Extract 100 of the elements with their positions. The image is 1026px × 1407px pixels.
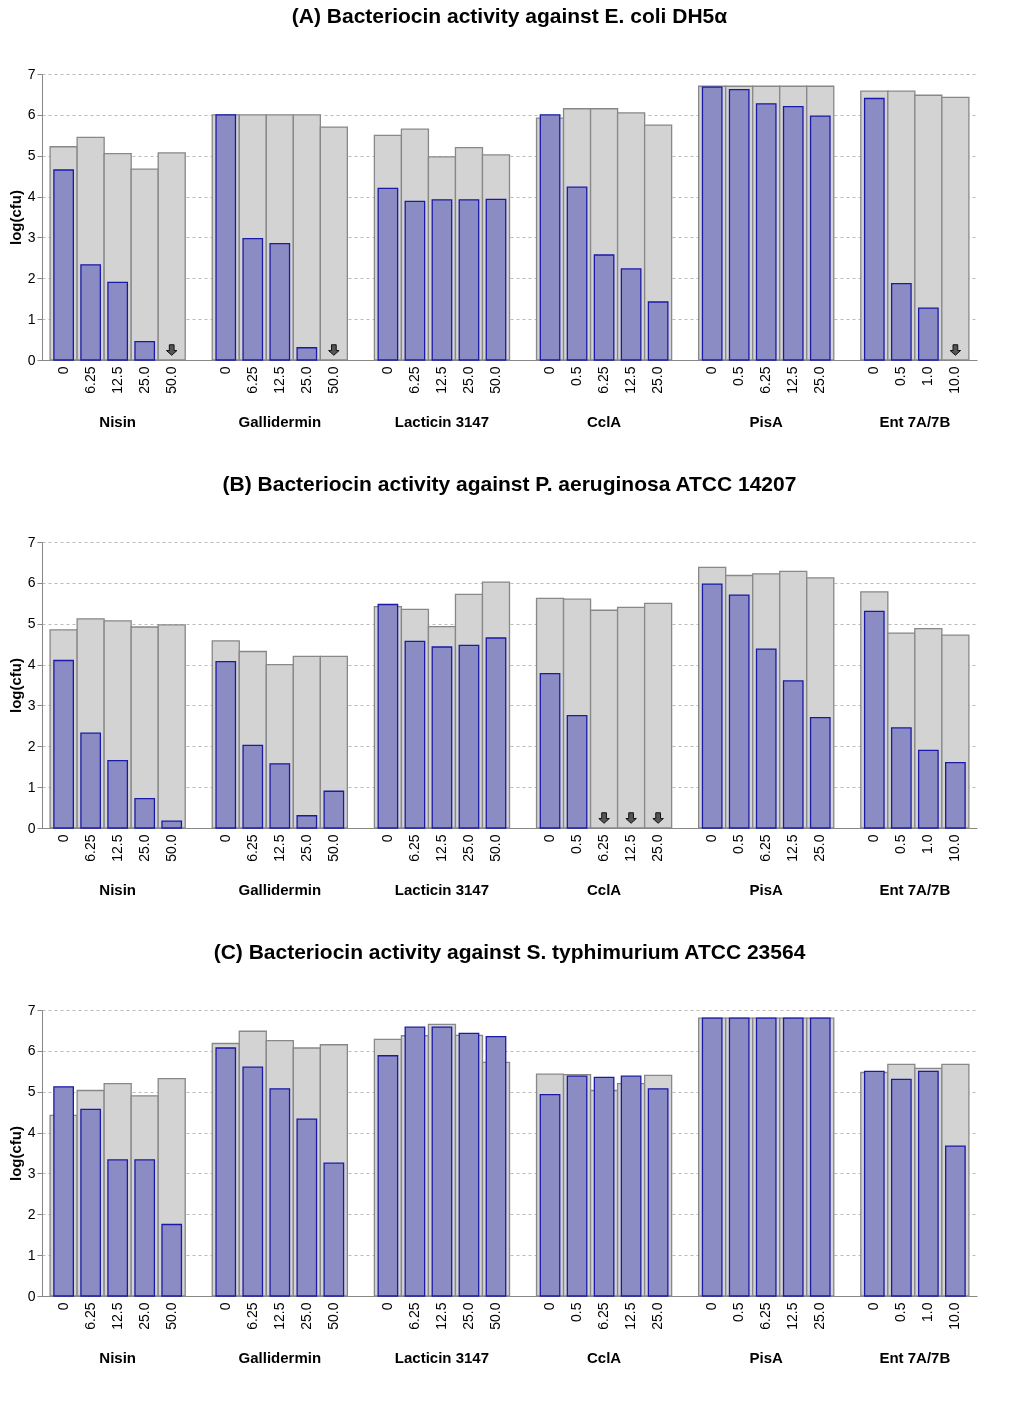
bar bbox=[755, 648, 777, 829]
bar bbox=[782, 106, 804, 361]
x-tick-label: 12.5 bbox=[622, 366, 639, 394]
x-tick-label: 0 bbox=[541, 366, 558, 375]
y-axis-title: log(cfu) bbox=[6, 1126, 24, 1181]
text: PisA bbox=[749, 1349, 784, 1366]
x-tick-label: 25.0 bbox=[135, 1302, 152, 1330]
bar bbox=[107, 759, 129, 829]
chart-title: (C) Bacteriocin activity against S. typhimurium ATCC 23564 bbox=[213, 940, 806, 963]
bar bbox=[242, 744, 264, 829]
x-tick-label: 6.25 bbox=[757, 1302, 774, 1330]
x-tick-label: 25.0 bbox=[459, 366, 476, 394]
bar bbox=[485, 198, 507, 361]
x-tick-label: 0.5 bbox=[730, 834, 747, 854]
x-tick-label: 6.25 bbox=[81, 1302, 98, 1330]
bar bbox=[431, 199, 453, 361]
x-tick-label: 0 bbox=[541, 834, 558, 843]
bar bbox=[80, 732, 102, 829]
bar bbox=[296, 815, 318, 829]
y-tick-label: 6 bbox=[27, 574, 36, 591]
text: CclA bbox=[586, 881, 622, 898]
bar bbox=[377, 1055, 399, 1297]
x-tick-label: 50.0 bbox=[324, 366, 341, 394]
bar bbox=[945, 1145, 966, 1297]
y-tick-label: 2 bbox=[27, 269, 36, 286]
text: Lacticin 3147 bbox=[394, 413, 490, 430]
bar bbox=[53, 169, 74, 361]
x-tick-label: 0 bbox=[703, 366, 720, 375]
text: CclA bbox=[586, 1349, 622, 1366]
x-tick-label: 0 bbox=[703, 834, 720, 843]
x-tick-label: 6.25 bbox=[405, 366, 422, 394]
x-tick-label: 0 bbox=[378, 366, 395, 375]
y-tick-label: 5 bbox=[27, 147, 36, 164]
x-tick-label: 0 bbox=[54, 834, 71, 843]
x-tick-label: 50.0 bbox=[162, 366, 179, 394]
y-tick-label: 5 bbox=[27, 615, 36, 632]
x-tick-label: 25.0 bbox=[459, 1302, 476, 1330]
text: PisA bbox=[749, 413, 784, 430]
x-tick-label: 12.5 bbox=[270, 366, 287, 394]
bar bbox=[80, 264, 102, 361]
bar bbox=[647, 1088, 669, 1297]
bar bbox=[296, 1118, 318, 1297]
bar bbox=[782, 680, 804, 829]
x-tick-label: 12.5 bbox=[108, 834, 125, 862]
x-tick-label: 0 bbox=[216, 1302, 233, 1311]
x-tick-label: 0.5 bbox=[892, 1302, 909, 1322]
y-tick-label: 4 bbox=[27, 1124, 36, 1141]
bar bbox=[566, 186, 588, 361]
x-tick-label: 0.5 bbox=[568, 1302, 585, 1322]
bar bbox=[809, 717, 831, 829]
x-tick-label: 10.0 bbox=[946, 366, 963, 394]
x-tick-label: 12.5 bbox=[432, 834, 449, 862]
x-tick-label: 6.25 bbox=[595, 834, 612, 862]
bar bbox=[161, 820, 183, 829]
text: Ent 7A/7B bbox=[879, 1349, 951, 1366]
bar bbox=[593, 254, 615, 361]
x-tick-label: 50.0 bbox=[324, 1302, 341, 1330]
bar bbox=[431, 646, 453, 829]
text: Nisin bbox=[99, 881, 137, 898]
bar bbox=[107, 1159, 129, 1297]
bar bbox=[53, 659, 74, 829]
x-tick-label: 0.5 bbox=[568, 366, 585, 386]
x-tick-label: 6.25 bbox=[243, 1302, 260, 1330]
x-tick-label: 25.0 bbox=[811, 366, 828, 394]
x-tick-label: 12.5 bbox=[432, 1302, 449, 1330]
x-tick-label: 25.0 bbox=[811, 1302, 828, 1330]
bar bbox=[485, 1035, 507, 1297]
x-tick-label: 25.0 bbox=[297, 1302, 314, 1330]
text: PisA bbox=[749, 881, 784, 898]
x-tick-label: 10.0 bbox=[946, 834, 963, 862]
bar bbox=[404, 1026, 426, 1297]
x-tick-label: 6.25 bbox=[243, 366, 260, 394]
y-tick-label: 1 bbox=[27, 1246, 36, 1263]
bar bbox=[458, 199, 480, 361]
x-tick-label: 0.5 bbox=[730, 1302, 747, 1322]
y-tick-label: 1 bbox=[27, 310, 36, 327]
bar bbox=[593, 1076, 615, 1297]
bar bbox=[323, 790, 345, 829]
x-tick-label: 50.0 bbox=[486, 366, 503, 394]
x-tick-label: 25.0 bbox=[297, 834, 314, 862]
y-tick-label: 2 bbox=[27, 1205, 36, 1222]
y-tick-label: 4 bbox=[27, 656, 36, 673]
y-tick-label: 7 bbox=[27, 65, 36, 82]
chart-title: (B) Bacteriocin activity against P. aeruginosa ATCC 14207 bbox=[222, 472, 797, 495]
x-tick-label: 0 bbox=[865, 1302, 882, 1311]
x-tick-label: 50.0 bbox=[486, 834, 503, 862]
bar bbox=[917, 307, 939, 361]
bar bbox=[566, 714, 588, 829]
x-tick-label: 12.5 bbox=[270, 834, 287, 862]
x-tick-label: 25.0 bbox=[459, 834, 476, 862]
bar bbox=[647, 301, 669, 361]
bar bbox=[917, 749, 939, 829]
x-tick-label: 0 bbox=[865, 366, 882, 375]
text: Gallidermin bbox=[238, 1349, 322, 1366]
x-tick-label: 12.5 bbox=[622, 1302, 639, 1330]
text: Gallidermin bbox=[238, 881, 322, 898]
bar bbox=[161, 1223, 183, 1297]
x-tick-label: 0 bbox=[216, 834, 233, 843]
bar bbox=[323, 1162, 345, 1297]
x-tick-label: 25.0 bbox=[649, 834, 666, 862]
